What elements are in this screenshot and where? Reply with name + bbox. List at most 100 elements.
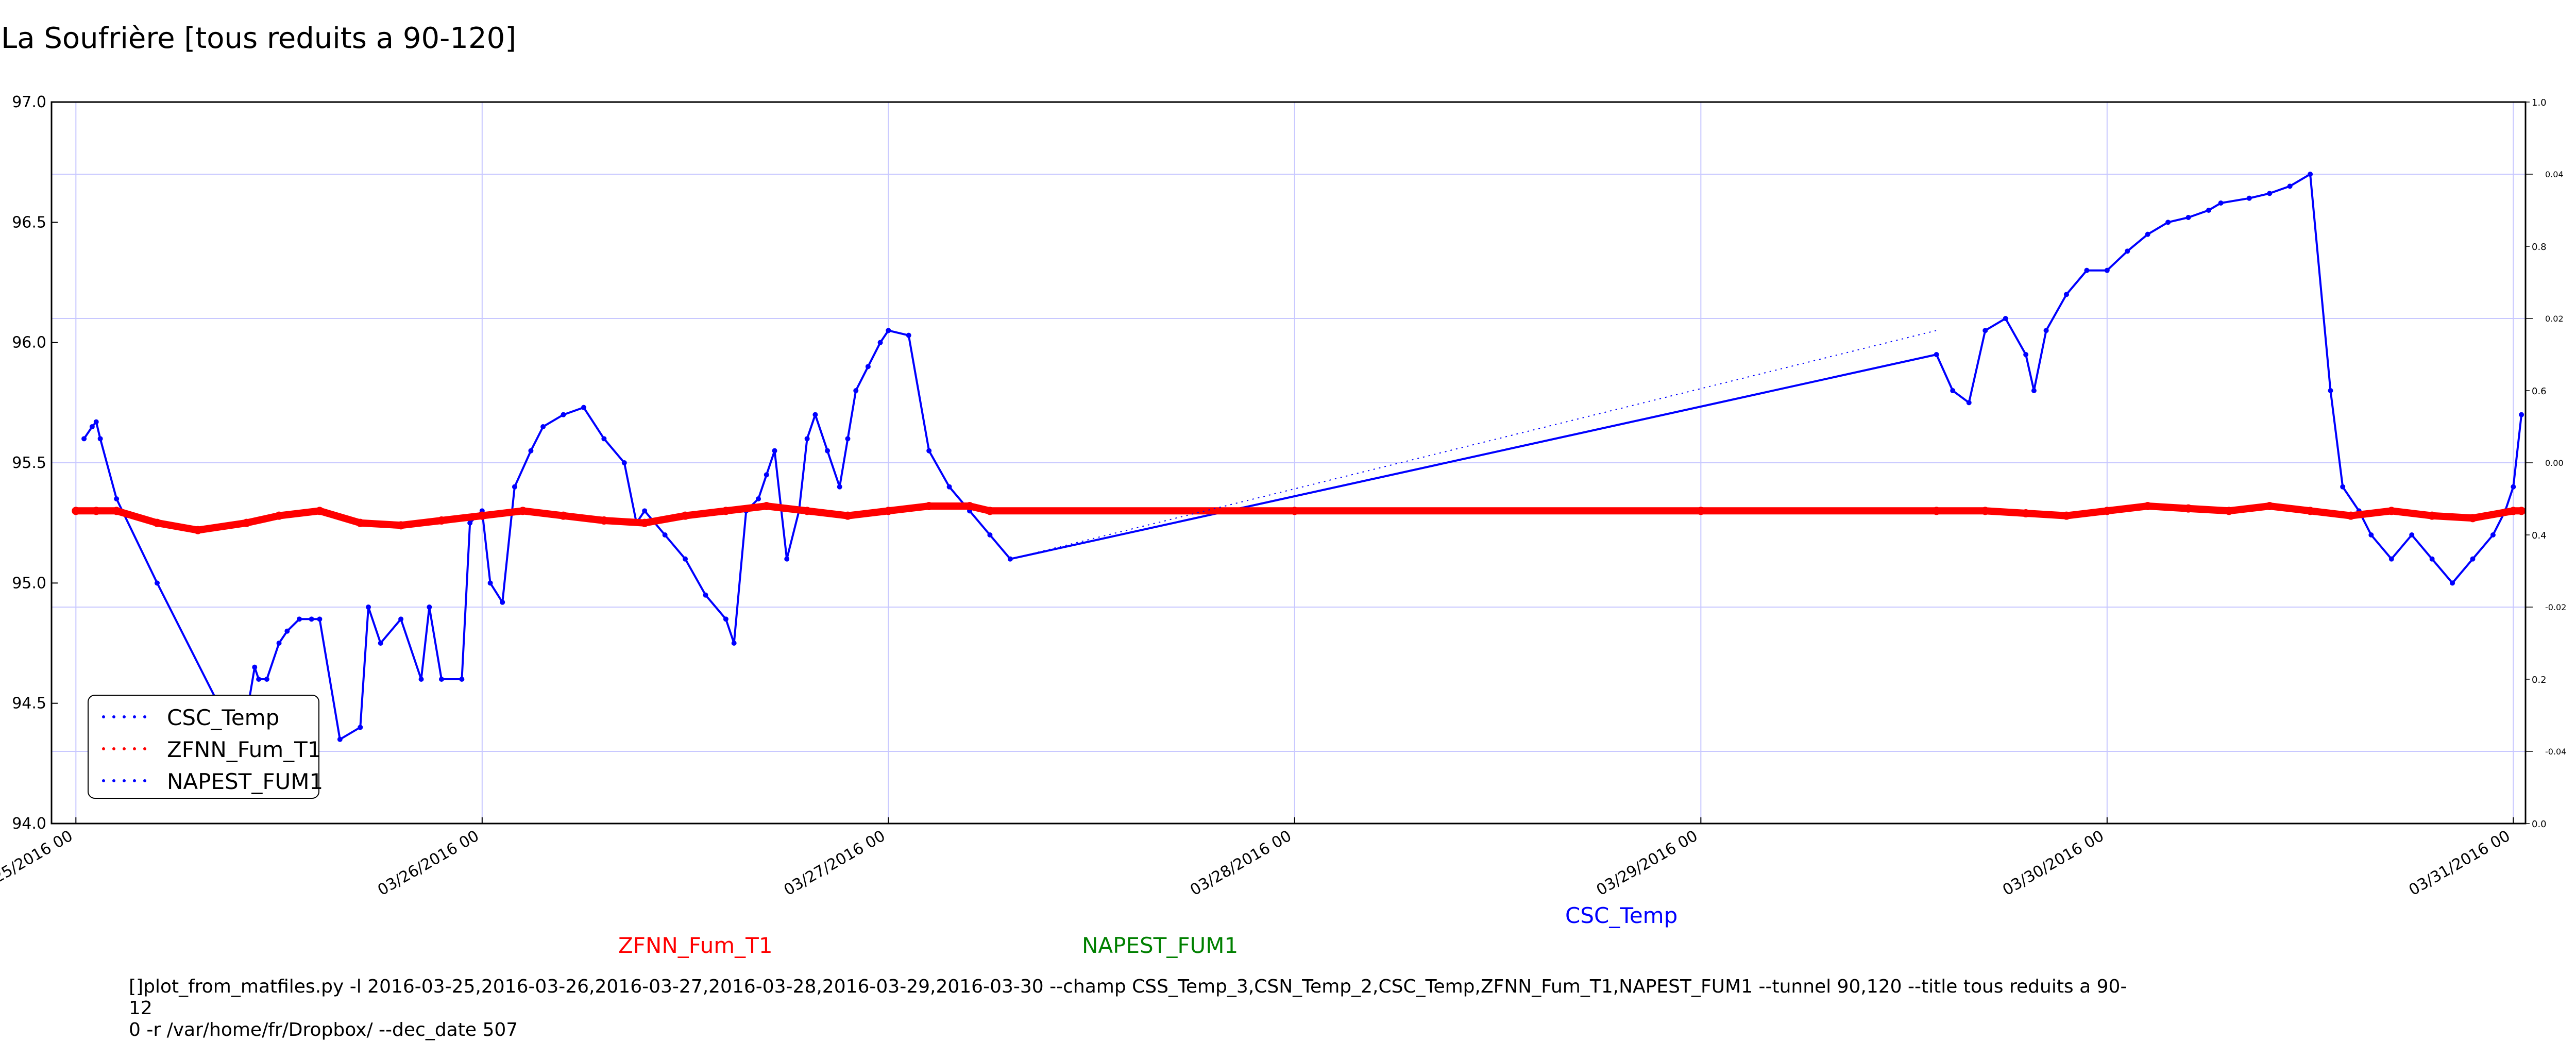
y-right-inner-tick-label: -0.02 bbox=[2545, 602, 2566, 612]
data-point bbox=[2165, 220, 2171, 225]
data-point bbox=[986, 507, 994, 515]
data-point bbox=[581, 405, 586, 410]
legend-swatch-dot bbox=[102, 747, 105, 750]
legend-swatch-red bbox=[102, 747, 148, 751]
data-point bbox=[438, 677, 444, 682]
data-point bbox=[825, 448, 831, 454]
legend-swatch-dot bbox=[133, 747, 136, 750]
x-tick-label: 03/28/2016 00 bbox=[1187, 827, 1295, 900]
x-tick-label: 03/27/2016 00 bbox=[781, 827, 889, 900]
data-point bbox=[925, 502, 934, 510]
data-point bbox=[1950, 388, 1956, 393]
data-point bbox=[906, 332, 911, 338]
data-point bbox=[1966, 400, 1972, 406]
data-point bbox=[926, 448, 932, 454]
legend-item-zfnn-fum-t1: ZFNN_Fum_T1 bbox=[102, 734, 321, 765]
data-point bbox=[642, 508, 648, 514]
y-right-inner-tick-label: 0.02 bbox=[2545, 314, 2564, 324]
data-point bbox=[500, 599, 505, 605]
legend-swatch-dot bbox=[112, 747, 115, 750]
data-point bbox=[2509, 507, 2518, 515]
data-point bbox=[2103, 507, 2111, 515]
data-point bbox=[2468, 514, 2477, 523]
data-point bbox=[1290, 507, 1299, 515]
data-point bbox=[153, 518, 162, 527]
data-point bbox=[2218, 200, 2224, 206]
y-right-outer-tick-label: 0.2 bbox=[2532, 675, 2547, 685]
data-point bbox=[784, 556, 790, 562]
data-point bbox=[2145, 231, 2150, 237]
data-point bbox=[853, 388, 859, 393]
data-point bbox=[2206, 208, 2211, 213]
data-point bbox=[559, 511, 568, 520]
legend-label: NAPEST_FUM1 bbox=[167, 768, 324, 794]
data-point bbox=[877, 340, 883, 345]
data-point bbox=[2125, 248, 2130, 254]
legend-label: CSC_Temp bbox=[167, 704, 280, 730]
data-point bbox=[2308, 172, 2313, 177]
data-point bbox=[487, 580, 493, 586]
data-point bbox=[756, 496, 761, 501]
data-point bbox=[72, 507, 80, 515]
data-point bbox=[112, 507, 121, 515]
command-line-text: []plot_from_matfiles.py -l 2016-03-25,20… bbox=[129, 976, 2127, 1040]
legend-swatch-dot bbox=[123, 747, 126, 750]
data-point bbox=[540, 424, 546, 429]
data-point bbox=[837, 484, 842, 490]
series-csc-temp bbox=[81, 172, 2524, 742]
series-line bbox=[83, 173, 2523, 741]
data-point bbox=[884, 507, 893, 515]
series-line bbox=[1010, 330, 1937, 560]
legend-label: ZFNN_Fum_T1 bbox=[167, 736, 321, 762]
data-point bbox=[337, 736, 343, 742]
data-point bbox=[93, 419, 99, 425]
legend-swatch-dot bbox=[143, 779, 146, 782]
legend-swatch-dot bbox=[102, 715, 105, 718]
data-point bbox=[275, 511, 283, 520]
data-point bbox=[1982, 328, 1988, 333]
data-point bbox=[2306, 507, 2315, 515]
data-point bbox=[398, 616, 404, 622]
legend-swatch-dot bbox=[133, 779, 136, 782]
data-point bbox=[2104, 267, 2110, 273]
data-point bbox=[2368, 532, 2374, 538]
legend-swatch-dot bbox=[143, 747, 146, 750]
data-point bbox=[92, 507, 100, 515]
y-right-outer-tick-label: 0.4 bbox=[2532, 530, 2547, 541]
data-point bbox=[2519, 412, 2524, 417]
data-point bbox=[681, 511, 690, 520]
data-point bbox=[478, 511, 486, 520]
data-point bbox=[427, 605, 432, 610]
annotation-zfnn-fum-t1: ZFNN_Fum_T1 bbox=[618, 933, 773, 958]
data-point bbox=[2429, 556, 2435, 562]
data-point bbox=[621, 460, 627, 465]
data-point bbox=[397, 521, 405, 530]
data-point bbox=[2184, 504, 2193, 513]
y-tick-label: 96.0 bbox=[12, 334, 46, 352]
data-point bbox=[2388, 556, 2394, 562]
data-point bbox=[242, 518, 251, 527]
data-point bbox=[467, 520, 473, 526]
data-point bbox=[2287, 183, 2293, 189]
chart-legend: CSC_Temp ZFNN_Fum_T1 NAPEST_FUM1 bbox=[88, 695, 323, 799]
data-point bbox=[723, 616, 728, 622]
annotation-csc-temp: CSC_Temp bbox=[1565, 903, 1678, 928]
data-point bbox=[2267, 191, 2273, 196]
legend-swatch-dot bbox=[123, 779, 126, 782]
data-point bbox=[81, 436, 87, 442]
data-point bbox=[762, 502, 771, 510]
legend-swatch-dot bbox=[133, 715, 136, 718]
data-point bbox=[264, 677, 269, 682]
data-point bbox=[2023, 352, 2029, 357]
data-point bbox=[89, 424, 95, 429]
x-tick-label: 03/31/2016 00 bbox=[2406, 827, 2514, 900]
data-point bbox=[459, 677, 465, 682]
data-point bbox=[601, 436, 607, 442]
x-tick-label: 03/30/2016 00 bbox=[1999, 827, 2107, 900]
data-point bbox=[315, 507, 324, 515]
plot-frame bbox=[50, 101, 2527, 825]
data-point bbox=[378, 641, 383, 646]
legend-swatch-dot bbox=[123, 715, 126, 718]
